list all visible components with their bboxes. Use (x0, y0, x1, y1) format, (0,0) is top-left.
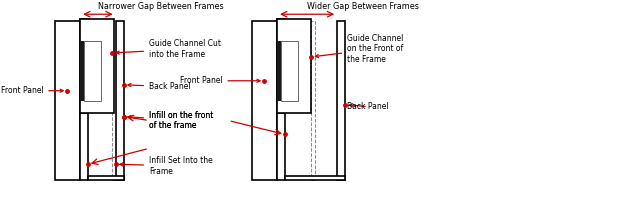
Bar (311, 21, 315, 180)
Bar (284, 176, 345, 180)
Bar (337, 21, 345, 180)
Bar (116, 21, 124, 180)
Text: Infill on the front
of the frame: Infill on the front of the frame (128, 111, 214, 130)
Text: Front Panel: Front Panel (1, 86, 63, 95)
Bar (281, 41, 298, 101)
Bar (277, 41, 281, 101)
Bar (277, 19, 311, 113)
Bar (88, 176, 124, 180)
Text: Wider Gap Between Frames: Wider Gap Between Frames (307, 2, 419, 11)
Bar (252, 21, 276, 180)
Bar (80, 19, 114, 113)
Bar (277, 113, 284, 180)
Bar (80, 41, 84, 101)
Text: Back Panel: Back Panel (347, 102, 389, 111)
Text: Front Panel: Front Panel (180, 76, 260, 85)
Bar (80, 19, 88, 21)
Bar (55, 21, 80, 180)
Text: Back Panel: Back Panel (128, 82, 191, 91)
Bar (277, 19, 284, 21)
Text: Infill on the front
of the frame: Infill on the front of the frame (149, 111, 214, 130)
Text: Narrower Gap Between Frames: Narrower Gap Between Frames (98, 2, 224, 11)
Text: Guide Channel Cut
into the Frame: Guide Channel Cut into the Frame (116, 39, 221, 59)
Bar (84, 41, 101, 101)
Bar (80, 113, 88, 180)
Bar (112, 21, 116, 180)
Text: Guide Channel
on the Front of
the Frame: Guide Channel on the Front of the Frame (315, 34, 403, 64)
Text: Infill Set Into the
Frame: Infill Set Into the Frame (120, 156, 213, 176)
